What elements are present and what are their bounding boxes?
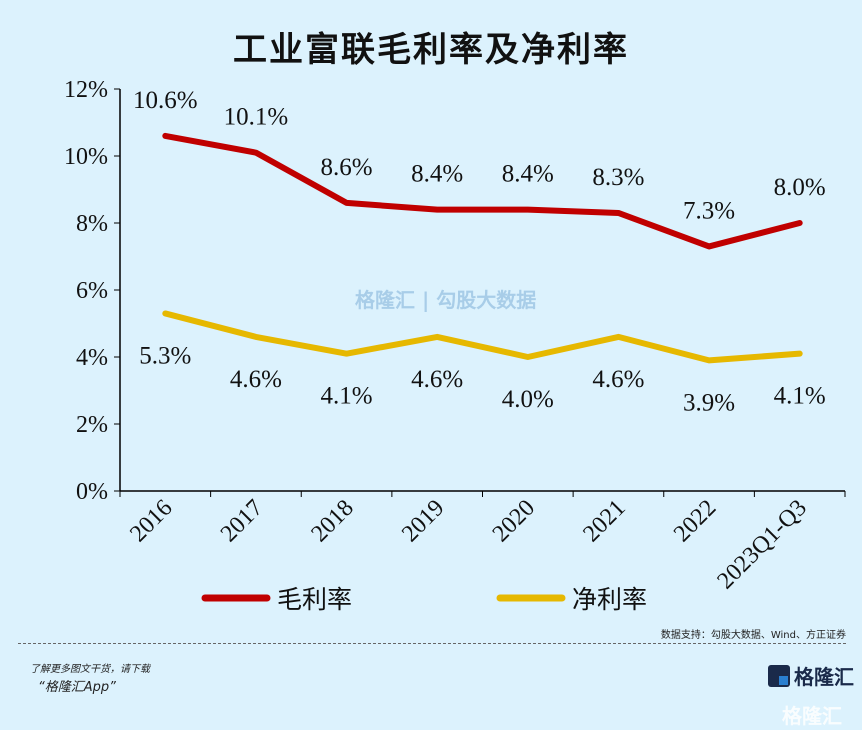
x-tick-label: 2023Q1-Q3: [712, 495, 811, 594]
promo-text: 了解更多图文干货，请下载: [30, 664, 150, 675]
y-tick-label: 4%: [76, 345, 108, 371]
source-note: 数据支持：勾股大数据、Wind、方正证券: [660, 630, 846, 641]
x-tick-label: 2020: [488, 495, 540, 547]
data-label: 4.6%: [411, 366, 463, 393]
y-tick-label: 0%: [76, 479, 108, 505]
x-tick-label: 2018: [306, 495, 358, 547]
y-tick-label: 12%: [64, 77, 108, 103]
chart-title: 工业富联毛利率及净利率: [233, 30, 629, 70]
corner-watermark: 格隆汇: [782, 704, 842, 728]
x-tick-label: 2017: [216, 495, 268, 547]
data-label: 8.3%: [592, 164, 644, 191]
data-label: 4.6%: [230, 366, 282, 393]
line-chart: 0% 2% 4% 6% 8% 10% 12% 2016 2017 2018 2019 2020 2021…: [64, 77, 846, 614]
divider: [18, 643, 846, 644]
series-line-net-margin: [162, 310, 803, 364]
x-tick-label: 2016: [125, 495, 177, 547]
legend-label: 净利率: [572, 586, 647, 614]
y-tick-label: 8%: [76, 211, 108, 237]
gelonghui-logo: 格隆汇: [768, 661, 854, 690]
data-label: 7.3%: [683, 197, 735, 224]
series-line-gross-margin: [162, 132, 803, 250]
data-label: 5.3%: [139, 342, 191, 369]
data-label: 10.6%: [133, 87, 198, 114]
data-label: 10.1%: [224, 104, 289, 131]
x-tick-label: 2022: [669, 495, 721, 547]
data-label: 8.0%: [774, 174, 826, 201]
y-tick-label: 10%: [64, 144, 108, 170]
logo-g-icon: [768, 664, 790, 687]
data-label: 8.4%: [502, 161, 554, 188]
data-label: 8.4%: [411, 161, 463, 188]
x-tick-label: 2021: [578, 495, 630, 547]
y-tick-label: 6%: [76, 278, 108, 304]
x-tick-label: 2019: [397, 495, 449, 547]
data-label: 4.0%: [502, 386, 554, 413]
data-label: 8.6%: [321, 154, 373, 181]
legend-label: 毛利率: [277, 586, 352, 614]
promo-app-name: “格隆汇App”: [38, 680, 116, 695]
data-label: 3.9%: [683, 389, 735, 416]
data-label: 4.1%: [321, 383, 373, 410]
data-label: 4.6%: [592, 366, 644, 393]
data-label: 4.1%: [774, 383, 826, 410]
logo-text: 格隆汇: [794, 665, 854, 689]
watermark: 格隆汇 | 勾股大数据: [355, 288, 537, 312]
y-tick-label: 2%: [76, 412, 108, 438]
